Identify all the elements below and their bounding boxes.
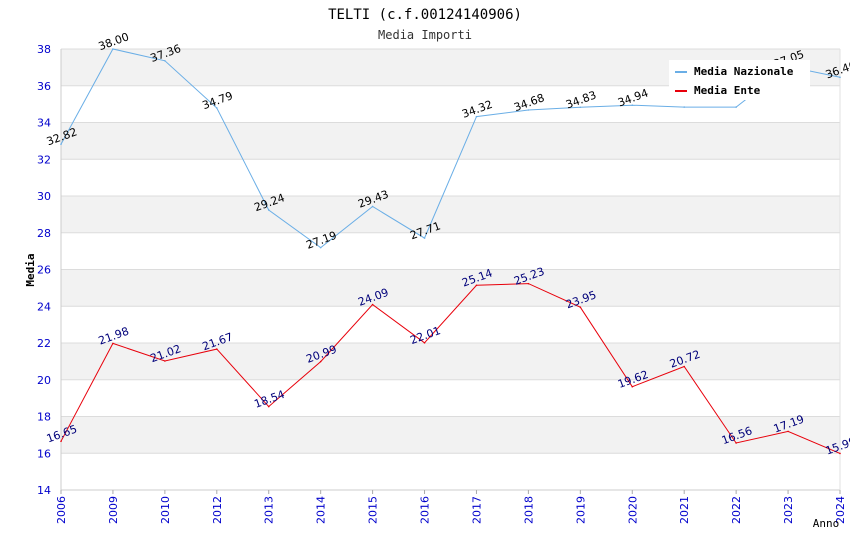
data-point [216, 348, 218, 350]
data-point [631, 385, 634, 388]
axes [60, 49, 841, 494]
x-axis-label: Anno [813, 517, 840, 530]
y-tick-label: 18 [37, 411, 51, 424]
data-point [423, 237, 426, 239]
grid-lines [61, 48, 840, 491]
data-point [787, 430, 789, 433]
x-tick-label: 2023 [782, 496, 795, 524]
data-label: 34.32 [460, 98, 494, 121]
data-point [579, 106, 582, 109]
chart-title: TELTI (c.f.00124140906) [328, 7, 522, 23]
series-line-1 [60, 283, 841, 454]
data-label: 34.83 [564, 88, 598, 111]
y-tick-label: 32 [37, 153, 51, 166]
data-point [735, 106, 737, 108]
y-tick-label: 38 [37, 43, 51, 56]
band [61, 122, 840, 160]
data-point [527, 109, 530, 111]
y-tick-label: 16 [37, 447, 51, 460]
series-line-0 [60, 48, 841, 249]
data-point [112, 48, 114, 50]
x-tick-label: 2010 [159, 496, 172, 524]
y-tick-label: 30 [37, 190, 51, 203]
series-lines [60, 48, 841, 455]
legend-box [669, 60, 810, 100]
data-label: 34.68 [512, 91, 546, 114]
y-tick-label: 20 [37, 374, 51, 387]
y-tick-label: 34 [37, 117, 51, 130]
chart-subtitle: Media Importi [378, 28, 472, 42]
x-tick-label: 2006 [55, 496, 68, 524]
data-point [527, 282, 530, 285]
data-point [371, 303, 374, 306]
y-tick-label: 24 [37, 300, 51, 313]
x-tick-label: 2009 [107, 496, 120, 524]
legend-label-media-ente: Media Ente [694, 84, 761, 97]
legend-label-media-nazionale: Media Nazionale [694, 65, 794, 78]
x-tick-label: 2021 [678, 496, 691, 524]
y-tick-label: 14 [37, 484, 51, 497]
x-tick-label: 2017 [470, 496, 483, 524]
band [61, 196, 840, 233]
data-label: 18.54 [253, 388, 287, 411]
band [61, 269, 840, 307]
data-point [164, 360, 166, 362]
data-point [631, 104, 634, 107]
band [61, 416, 840, 454]
data-point [475, 115, 478, 118]
data-point [475, 284, 478, 287]
x-tick-label: 2024 [834, 496, 847, 524]
x-tick-label: 2020 [626, 496, 639, 524]
y-tick-label: 26 [37, 264, 51, 277]
data-point [371, 205, 374, 208]
data-point [112, 342, 114, 345]
y-tick-label: 28 [37, 227, 51, 240]
x-tick-label: 2019 [574, 496, 587, 524]
x-tick-label: 2012 [211, 496, 224, 524]
x-tick-label: 2014 [315, 496, 328, 524]
x-tick-label: 2016 [419, 496, 432, 524]
data-point [683, 365, 685, 368]
data-point [683, 106, 685, 108]
data-point [60, 143, 62, 145]
data-point [735, 442, 737, 444]
data-point [319, 246, 322, 249]
data-point [267, 405, 270, 408]
background-bands [61, 49, 840, 454]
data-point [267, 209, 270, 211]
band [61, 343, 840, 380]
y-axis-label: Media [24, 253, 37, 286]
data-point [839, 452, 841, 455]
y-tick-label: 36 [37, 80, 51, 93]
data-point [60, 440, 62, 443]
data-point [579, 306, 582, 308]
x-tick-label: 2015 [367, 496, 380, 524]
x-tick-label: 2013 [263, 496, 276, 524]
x-tick-label: 2022 [730, 496, 743, 524]
y-tick-label: 22 [37, 337, 51, 350]
data-point [839, 76, 841, 79]
data-point [216, 107, 218, 109]
legend: Media Nazionale Media Ente [669, 60, 810, 100]
x-tick-label: 2018 [522, 496, 535, 524]
data-point [423, 342, 426, 344]
data-point [164, 59, 166, 62]
data-point [319, 360, 322, 363]
